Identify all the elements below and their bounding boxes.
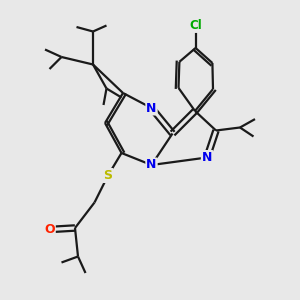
Text: O: O: [44, 223, 55, 236]
Text: N: N: [202, 151, 212, 164]
Text: S: S: [103, 169, 112, 182]
Text: Cl: Cl: [189, 19, 202, 32]
Text: N: N: [146, 158, 157, 172]
Text: N: N: [146, 101, 157, 115]
